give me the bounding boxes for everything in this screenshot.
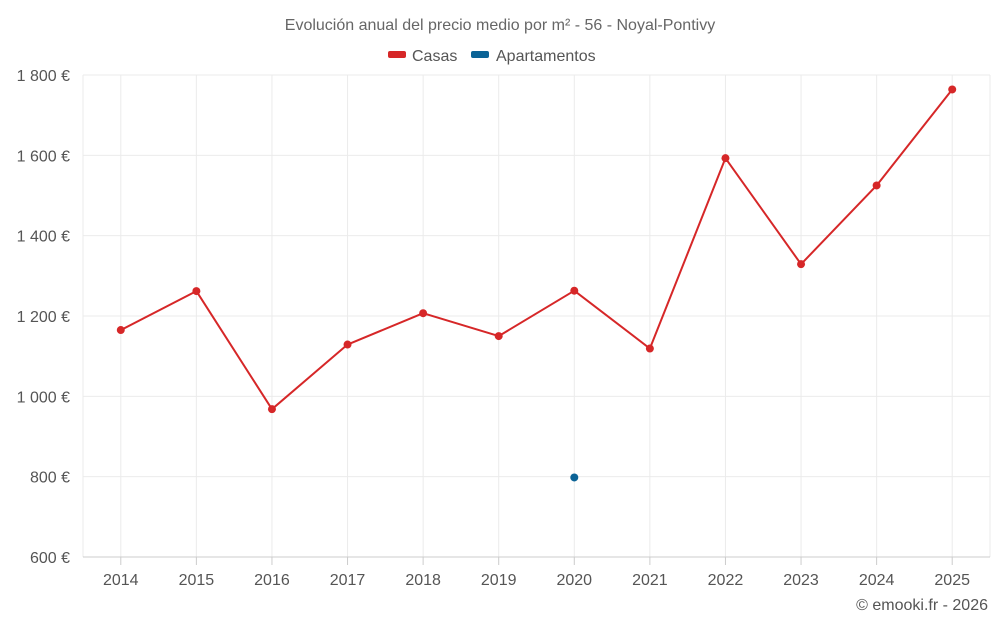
- x-tick-label: 2016: [254, 572, 290, 589]
- data-point-casas[interactable]: [570, 286, 579, 295]
- x-axis-ticks: 2014 2015 2016 2017 2018 2019 2020 2021 2022 2023…: [103, 557, 970, 589]
- y-tick-label: 1 600 €: [17, 148, 70, 165]
- legend-item-casas[interactable]: Casas: [388, 48, 457, 65]
- x-tick-label: 2018: [405, 572, 441, 589]
- legend-item-apartamentos[interactable]: Apartamentos: [471, 48, 596, 65]
- y-tick-label: 1 200 €: [17, 309, 70, 326]
- x-tick-label: 2014: [103, 572, 139, 589]
- y-tick-label: 600 €: [30, 550, 70, 567]
- data-point-casas[interactable]: [267, 405, 276, 414]
- series-layer: [116, 85, 957, 482]
- x-tick-label: 2021: [632, 572, 668, 589]
- x-tick-label: 2019: [481, 572, 517, 589]
- y-tick-label: 1 800 €: [17, 68, 70, 85]
- data-point-casas[interactable]: [645, 344, 654, 353]
- y-tick-label: 1 400 €: [17, 229, 70, 246]
- x-tick-label: 2025: [934, 572, 970, 589]
- data-point-casas[interactable]: [872, 181, 881, 190]
- y-tick-label: 800 €: [30, 470, 70, 487]
- x-tick-label: 2022: [708, 572, 744, 589]
- data-point-casas[interactable]: [419, 309, 428, 318]
- y-axis-ticks: 600 € 800 € 1 000 € 1 200 € 1 400 € 1 600 € 1 …: [17, 68, 70, 567]
- chart-title: Evolución anual del precio medio por m² …: [285, 17, 715, 34]
- x-tick-label: 2020: [556, 572, 592, 589]
- x-tick-label: 2023: [783, 572, 819, 589]
- credit-text: © emooki.fr - 2026: [856, 597, 988, 614]
- legend-label-casas: Casas: [412, 48, 457, 65]
- x-tick-label: 2015: [179, 572, 215, 589]
- x-tick-label: 2024: [859, 572, 895, 589]
- y-tick-label: 1 000 €: [17, 389, 70, 406]
- data-point-casas[interactable]: [948, 85, 957, 94]
- data-point-casas[interactable]: [721, 154, 730, 163]
- data-point-casas[interactable]: [494, 332, 503, 341]
- legend-label-apartamentos: Apartamentos: [496, 48, 596, 65]
- data-point-casas[interactable]: [192, 287, 201, 296]
- data-point-casas[interactable]: [343, 340, 352, 349]
- legend: Casas Apartamentos: [388, 48, 596, 65]
- legend-swatch-apartamentos: [471, 51, 489, 58]
- series-line-casas: [120, 88, 953, 411]
- data-point-casas[interactable]: [116, 326, 125, 335]
- grid: [82, 74, 991, 558]
- data-point-apartamentos[interactable]: [570, 473, 579, 482]
- data-point-casas[interactable]: [797, 260, 806, 269]
- legend-swatch-casas: [388, 51, 406, 58]
- x-tick-label: 2017: [330, 572, 366, 589]
